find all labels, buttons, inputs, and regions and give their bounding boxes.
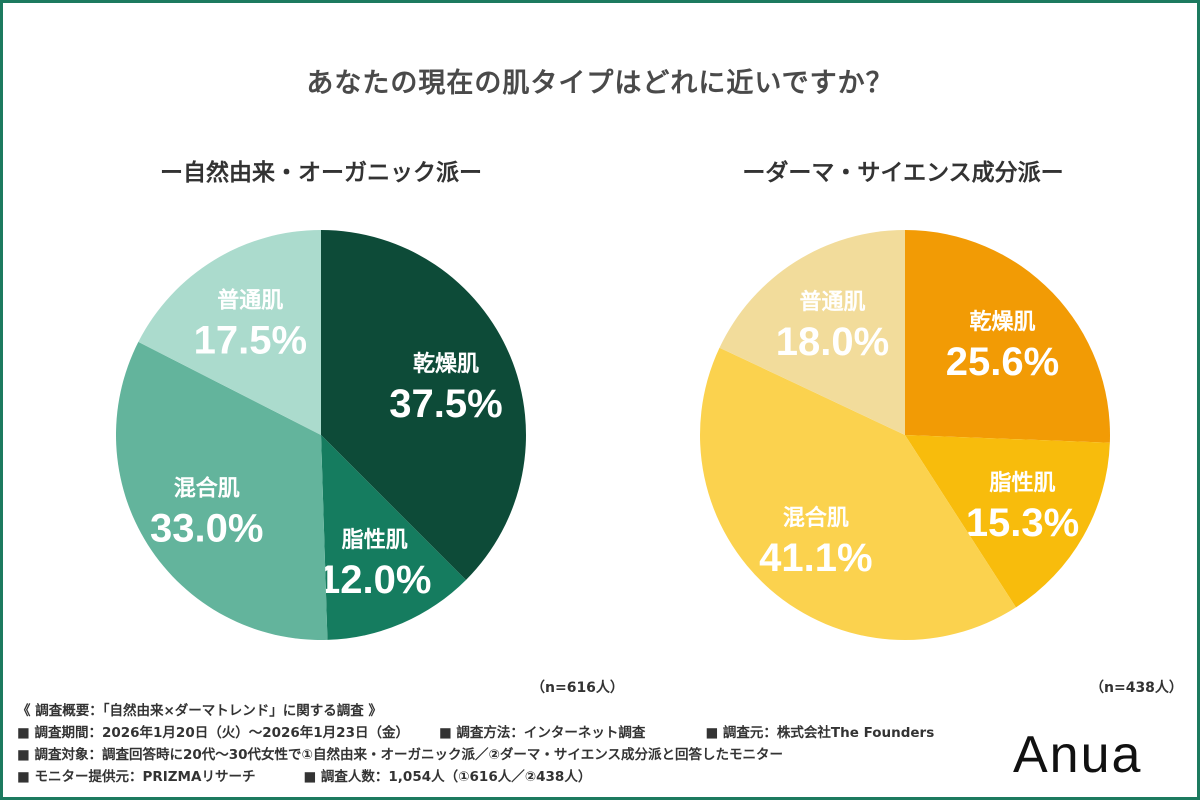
chart-title-derma: ーダーマ・サイエンス成分派ー [742, 160, 1064, 186]
pie-organic-label-1: 脂性肌 [342, 527, 408, 553]
survey-overview: 《 調査概要：「自然由来×ダーマトレンド」に関する調査 》 ■ 調査期間：202… [17, 700, 997, 788]
pie-derma-slice-1 [905, 435, 1110, 608]
pie-organic-slice-0 [321, 230, 527, 580]
pie-organic-slice-1 [321, 435, 466, 640]
pie-organic-slice-3 [138, 230, 321, 435]
survey-method: ■ 調査方法：インターネット調査 [438, 725, 646, 741]
chart-title-organic: ー自然由来・オーガニック派ー [160, 160, 482, 186]
pie-organic-label-2: 混合肌 [174, 475, 240, 501]
survey-target: ■ 調査対象：調査回答時に20代〜30代女性で①自然由来・オーガニック派／②ダー… [17, 747, 783, 763]
survey-row-3: ■ モニター提供元：PRIZMAリサーチ ■ 調査人数：1,054人（①616人／… [17, 766, 997, 788]
pie-organic-value-3: 17.5% [194, 319, 307, 363]
pie-organic-value-2: 33.0% [150, 506, 263, 550]
pie-derma-slice-2 [700, 347, 1016, 640]
pie-derma-label-0: 乾燥肌 [969, 309, 1035, 335]
pie-organic-value-0: 37.5% [389, 382, 502, 426]
survey-period: ■ 調査期間：2026年1月20日（火）〜2026年1月23日（金） [17, 725, 409, 741]
survey-heading: 《 調査概要：「自然由来×ダーマトレンド」に関する調査 》 [17, 703, 382, 719]
pie-organic-slice-2 [116, 341, 328, 641]
pie-derma-value-3: 18.0% [776, 320, 889, 364]
page-title: あなたの現在の肌タイプはどれに近いですか？ [306, 68, 894, 99]
sample-size-organic: （n=616人） [531, 680, 624, 696]
pie-organic-label-3: 普通肌 [217, 288, 283, 314]
pie-derma-slice-0 [905, 230, 1111, 443]
pie-derma-value-1: 15.3% [966, 501, 1079, 545]
pie-organic-label-0: 乾燥肌 [413, 351, 479, 377]
pie-derma-label-1: 脂性肌 [990, 470, 1056, 496]
sample-size-derma: （n=438人） [1090, 680, 1183, 696]
pie-derma-slice-3 [719, 230, 905, 435]
pie-derma-value-0: 25.6% [946, 340, 1059, 384]
pie-organic-value-1: 12.0% [318, 558, 431, 602]
pie-derma-label-2: 混合肌 [783, 505, 849, 531]
survey-provider: ■ モニター提供元：PRIZMAリサーチ [17, 769, 256, 785]
pie-derma-value-2: 41.1% [759, 536, 872, 580]
pie-derma-label-3: 普通肌 [799, 289, 865, 315]
pie-charts: 乾燥肌 37.5% 脂性肌 12.0% 混合肌 33.0% 普通肌 17.5% 乾燥肌 25.6%… [116, 230, 1111, 641]
survey-row-1: ■ 調査期間：2026年1月20日（火）〜2026年1月23日（金） ■ 調査方法… [17, 722, 997, 744]
survey-organizer: ■ 調査元：株式会社The Founders [705, 725, 935, 741]
anua-logo: Anua [1013, 726, 1143, 784]
survey-respondents: ■ 調査人数：1,054人（①616人／②438人） [303, 769, 592, 785]
